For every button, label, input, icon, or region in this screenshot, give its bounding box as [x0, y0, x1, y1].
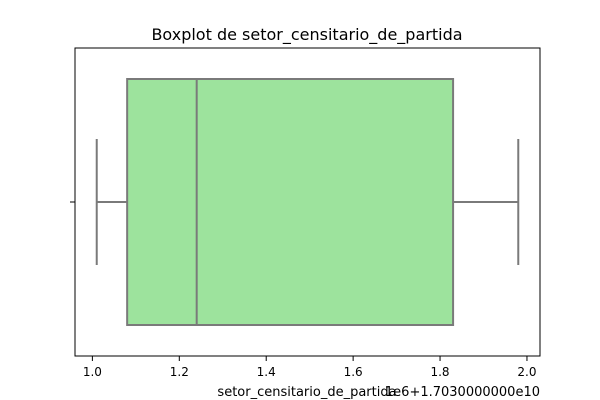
interquartile-box: [126, 78, 455, 326]
x-tick-label: 1.0: [83, 365, 102, 379]
x-tick-label: 1.6: [344, 365, 363, 379]
x-axis-offset-label: 1e6+1.7030000000e10: [385, 385, 540, 400]
x-axis-label: setor_censitario_de_partida: [217, 385, 396, 400]
x-tick-label: 1.4: [257, 365, 276, 379]
x-axis-ticks: 1.0 1.2 1.4 1.6 1.8 2.0: [83, 356, 537, 379]
x-tick-label: 1.8: [430, 365, 449, 379]
chart-title: Boxplot de setor_censitario_de_partida: [151, 25, 462, 45]
x-tick-label: 1.2: [170, 365, 189, 379]
x-tick-label: 2.0: [517, 365, 536, 379]
